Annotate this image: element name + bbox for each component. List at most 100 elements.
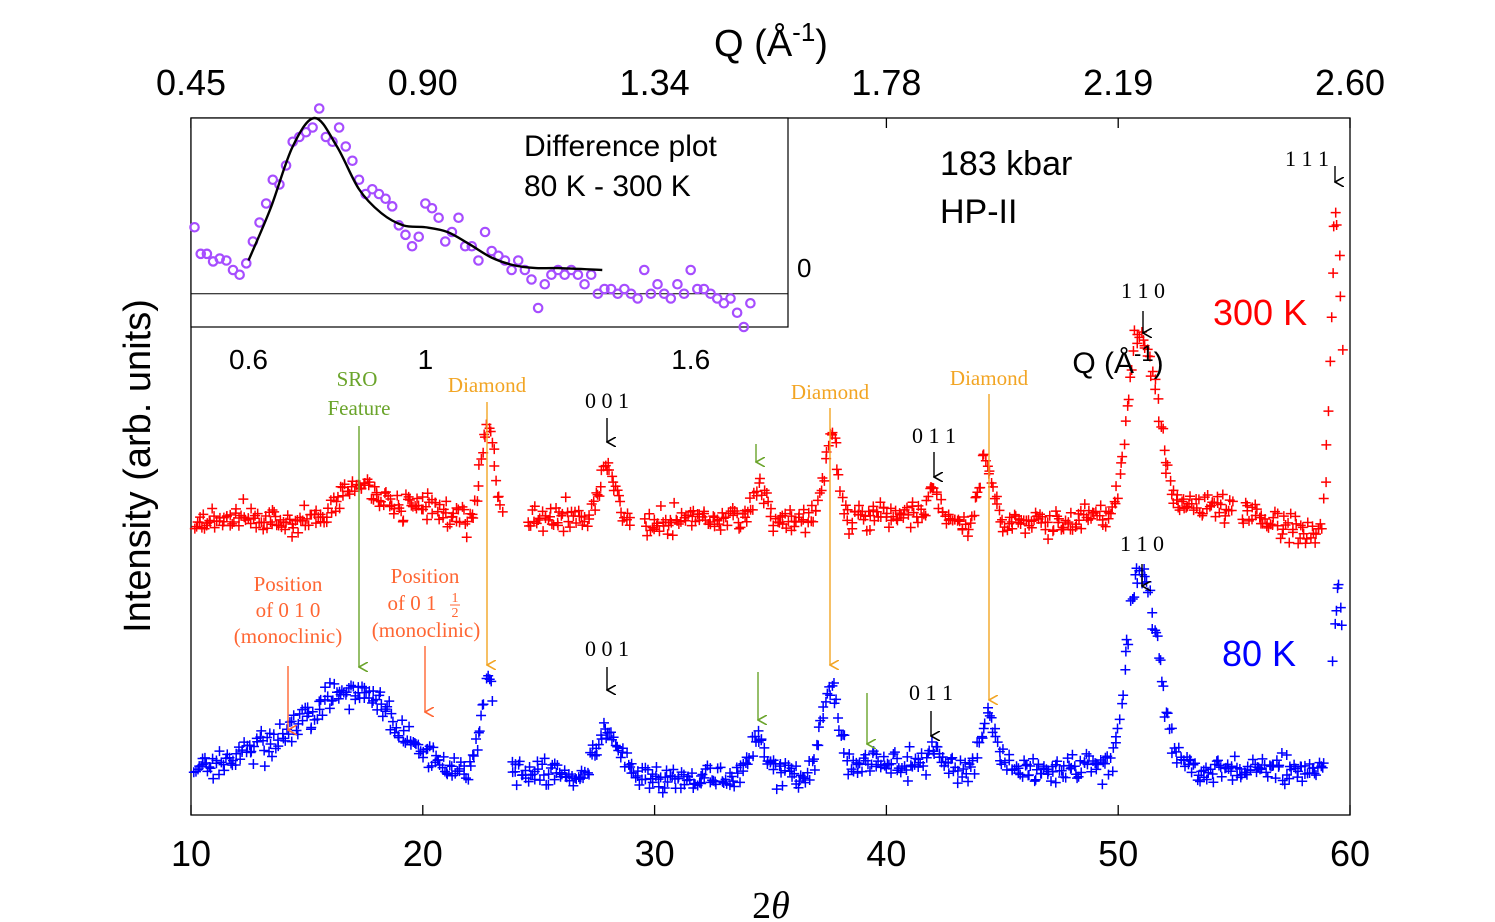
data-point [1185,491,1196,502]
data-point [442,521,453,532]
data-point [591,749,602,760]
fraction-denominator: 2 [452,606,459,621]
data-point [1297,522,1308,533]
inset-point [612,288,624,300]
data-point [252,508,263,519]
top-axis-label: Q (Å-1) [714,17,828,65]
data-point [244,740,255,751]
data-point [749,731,760,742]
data-point [921,769,932,780]
data-point [833,469,844,480]
annotation-monoclinic-2: (monoclinic) [372,618,480,642]
hkl-011-300k: 0 1 1 [912,423,956,448]
data-point [610,740,621,751]
data-point [451,502,462,513]
data-point [1162,460,1173,471]
data-point [1156,421,1167,432]
top-tick-label: 2.60 [1315,62,1385,103]
x-tick-label: 10 [171,833,211,874]
data-point [655,500,666,511]
data-point [1030,774,1041,785]
data-point [422,514,433,525]
x-tick-label: 60 [1330,833,1370,874]
data-point [921,752,932,763]
data-point [992,737,1003,748]
data-point [1029,776,1040,787]
data-point [839,730,850,741]
data-point [418,752,429,763]
data-point [302,702,313,713]
data-point [668,764,679,775]
data-point [476,453,487,464]
data-point [1112,723,1123,734]
inset-point [227,264,239,276]
inset-point [214,253,226,264]
inset-x-tick-label: 0.6 [229,344,268,375]
inset-point [453,212,464,224]
data-point [622,747,633,758]
data-point [1178,494,1189,505]
data-point [204,762,215,773]
data-point [459,504,470,515]
data-point [644,783,655,794]
data-point [662,529,673,540]
inset-point [373,188,385,200]
annotation-of-01: of 0 1 [388,591,437,615]
data-point [474,726,485,737]
data-point [1325,356,1336,367]
data-point [454,517,465,528]
data-point [1265,519,1276,530]
data-point [644,508,655,519]
x-axis-ticks: 10 20 30 40 50 60 [171,805,1370,874]
data-point [804,774,815,785]
data-point [339,479,350,490]
data-point [448,508,459,519]
data-point [344,489,355,500]
data-point [1118,690,1129,701]
data-point [997,744,1008,755]
data-point [331,496,342,507]
data-point [902,751,913,762]
data-point [799,773,810,784]
data-point [662,777,673,788]
annotation-of-010: of 0 1 0 [256,598,321,622]
data-point [932,741,943,752]
data-point [1160,457,1171,468]
data-point [1284,537,1295,548]
data-point [999,757,1010,768]
data-point [207,503,218,514]
hkl-011-80k: 0 1 1 [909,680,953,705]
data-point [1280,520,1291,531]
data-point [1326,312,1337,323]
data-point [1043,534,1054,545]
data-point [297,515,308,526]
data-point [997,514,1008,525]
data-point [891,514,902,525]
data-point [842,515,853,526]
data-point [1186,767,1197,778]
data-point [1311,770,1322,781]
annotation-diamond-2: Diamond [791,380,870,404]
data-point [422,488,433,499]
top-tick-label: 2.19 [1083,62,1153,103]
data-point [320,682,331,693]
data-point [1110,731,1121,742]
data-point [1291,518,1302,529]
data-point [1052,511,1063,522]
data-point [715,525,726,536]
inset-point [698,283,710,295]
data-point [385,494,396,505]
data-point [761,488,772,499]
data-point [926,737,937,748]
inset-point [718,297,730,309]
data-point [219,765,230,776]
data-point [1311,529,1322,540]
data-point [1086,766,1097,777]
data-point [494,499,505,510]
data-point [1173,742,1184,753]
data-point [808,516,819,527]
data-point [314,704,325,715]
data-point [1125,372,1136,383]
data-point [312,714,323,725]
data-point [1152,631,1163,642]
